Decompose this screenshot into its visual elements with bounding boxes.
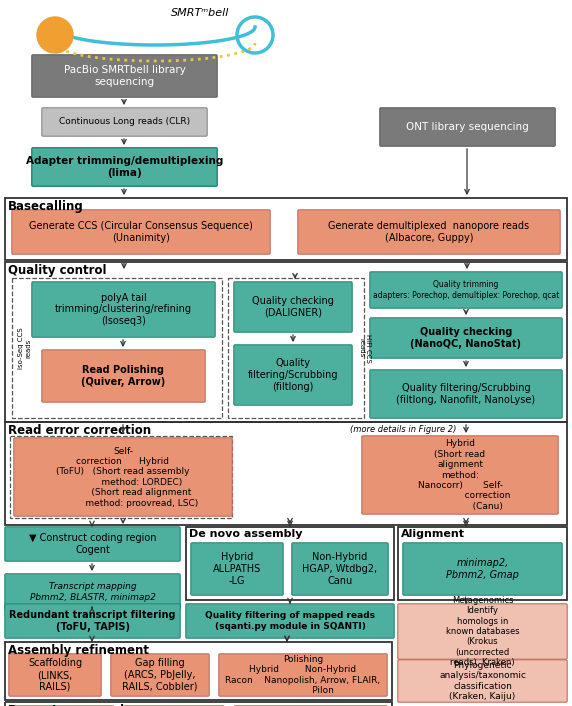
Bar <box>5 642 392 700</box>
FancyBboxPatch shape <box>191 543 283 595</box>
Text: HiFi CCS
reads: HiFi CCS reads <box>358 333 371 362</box>
Bar <box>10 436 232 518</box>
FancyBboxPatch shape <box>362 436 558 514</box>
FancyBboxPatch shape <box>298 210 560 254</box>
Text: polyA tail
trimming/clustering/refining
(Isoseq3): polyA tail trimming/clustering/refining … <box>55 293 192 326</box>
FancyBboxPatch shape <box>42 349 205 402</box>
FancyBboxPatch shape <box>5 574 180 610</box>
FancyBboxPatch shape <box>234 345 352 405</box>
Text: De novo assembly: De novo assembly <box>189 529 303 539</box>
FancyBboxPatch shape <box>32 282 215 337</box>
Text: ▼ Construct coding region
Cogent: ▼ Construct coding region Cogent <box>29 533 156 555</box>
FancyBboxPatch shape <box>403 543 562 595</box>
Text: (more details in Figure 2): (more details in Figure 2) <box>400 605 506 614</box>
FancyBboxPatch shape <box>14 438 232 516</box>
FancyBboxPatch shape <box>9 654 101 696</box>
Bar <box>5 198 567 260</box>
FancyBboxPatch shape <box>398 660 567 702</box>
FancyBboxPatch shape <box>5 527 180 561</box>
FancyBboxPatch shape <box>42 108 207 136</box>
Text: Quality filtering of mapped reads
(sqanti.py module in SQANTI): Quality filtering of mapped reads (sqant… <box>205 611 375 630</box>
Text: Metagenomics
Identify
homologs in
known databases
(Krokus
(uncorrected
reads), K: Metagenomics Identify homologs in known … <box>446 596 519 667</box>
Bar <box>5 702 392 706</box>
Text: Generate CCS (Circular Consensus Sequence)
(Unanimity): Generate CCS (Circular Consensus Sequenc… <box>29 221 253 243</box>
Text: ONT library sequencing: ONT library sequencing <box>406 122 529 132</box>
FancyBboxPatch shape <box>219 654 387 696</box>
Text: Quality
filtering/Scrubbing
(filtlong): Quality filtering/Scrubbing (filtlong) <box>248 359 338 392</box>
Text: Non-Hybrid
HGAP, Wtdbg2,
Canu: Non-Hybrid HGAP, Wtdbg2, Canu <box>303 552 378 585</box>
FancyBboxPatch shape <box>398 604 567 659</box>
Text: Quality checking
(NanoQC, NanoStat): Quality checking (NanoQC, NanoStat) <box>411 327 522 349</box>
Text: Quality checking
(DALIGNER): Quality checking (DALIGNER) <box>252 297 334 318</box>
Bar <box>398 527 567 600</box>
Bar <box>12 278 222 418</box>
Text: Quality trimming
adapters: Porechop, demultiplex: Porechop, qcat: Quality trimming adapters: Porechop, dem… <box>373 280 559 300</box>
Text: Iso-Seq CCS
reads: Iso-Seq CCS reads <box>18 327 31 369</box>
FancyBboxPatch shape <box>32 55 217 97</box>
FancyBboxPatch shape <box>370 318 562 358</box>
Bar <box>5 262 567 422</box>
Text: Read error correction: Read error correction <box>8 424 151 437</box>
Text: Assembly refinement: Assembly refinement <box>8 644 149 657</box>
Text: Scaffolding
(LINKS,
RAILS): Scaffolding (LINKS, RAILS) <box>28 659 82 692</box>
Text: PacBio SMRTbell library
sequencing: PacBio SMRTbell library sequencing <box>63 65 185 87</box>
FancyBboxPatch shape <box>370 370 562 418</box>
Text: Phylogenetic
analysis/taxonomic
classification
(Kraken, Kaiju): Phylogenetic analysis/taxonomic classifi… <box>439 661 526 701</box>
FancyBboxPatch shape <box>32 148 217 186</box>
FancyBboxPatch shape <box>370 272 562 309</box>
FancyBboxPatch shape <box>292 543 388 595</box>
Text: SMRTᵐbell: SMRTᵐbell <box>171 8 229 18</box>
Text: Redundant transcript filtering
(ToFU, TAPIS): Redundant transcript filtering (ToFU, TA… <box>9 610 176 632</box>
Text: Basecalling: Basecalling <box>8 200 84 213</box>
Text: (more details in Figure 2): (more details in Figure 2) <box>350 425 456 434</box>
Text: Polishing
Hybrid         Non-Hybrid
Racon    Nanopolish, Arrow, FLAIR,
         : Polishing Hybrid Non-Hybrid Racon Nanopo… <box>225 655 380 695</box>
Text: Self-
correction      Hybrid
(ToFU)   (Short read assembly
             method: : Self- correction Hybrid (ToFU) (Short re… <box>48 446 198 508</box>
Text: Generate demultiplexed  nanopore reads
(Albacore, Guppy): Generate demultiplexed nanopore reads (A… <box>328 221 530 243</box>
Text: Downstream analyses: Downstream analyses <box>8 704 154 706</box>
Text: Read Polishing
(Quiver, Arrow): Read Polishing (Quiver, Arrow) <box>81 365 166 387</box>
Text: Quality filtering/Scrubbing
(filtlong, Nanofilt, NanoLyse): Quality filtering/Scrubbing (filtlong, N… <box>396 383 535 405</box>
FancyBboxPatch shape <box>186 604 394 638</box>
Text: Adapter trimming/demultiplexing
(lima): Adapter trimming/demultiplexing (lima) <box>26 156 223 178</box>
Text: Gap filling
(ARCS, PbJelly,
RAILS, Cobbler): Gap filling (ARCS, PbJelly, RAILS, Cobbl… <box>122 659 198 692</box>
Bar <box>228 278 364 418</box>
Text: Transcript mapping
Pbmm2, BLASTR, minimap2: Transcript mapping Pbmm2, BLASTR, minima… <box>30 582 156 602</box>
Text: Alignment: Alignment <box>401 529 465 539</box>
Text: Hybrid
ALLPATHS
-LG: Hybrid ALLPATHS -LG <box>213 552 261 585</box>
FancyBboxPatch shape <box>111 654 209 696</box>
Circle shape <box>37 17 73 53</box>
Text: Hybrid
(Short read
alignment
method:
Nanocorr)       Self-
                   co: Hybrid (Short read alignment method: Nan… <box>410 439 510 510</box>
FancyBboxPatch shape <box>12 210 270 254</box>
Text: Continuous Long reads (CLR): Continuous Long reads (CLR) <box>59 117 190 126</box>
Bar <box>186 527 394 600</box>
FancyBboxPatch shape <box>380 108 555 146</box>
FancyBboxPatch shape <box>5 604 180 638</box>
FancyBboxPatch shape <box>234 282 352 333</box>
Text: Quality control: Quality control <box>8 264 106 277</box>
Text: minimap2,
Pbmm2, Gmap: minimap2, Pbmm2, Gmap <box>446 558 519 580</box>
Bar <box>5 422 567 525</box>
